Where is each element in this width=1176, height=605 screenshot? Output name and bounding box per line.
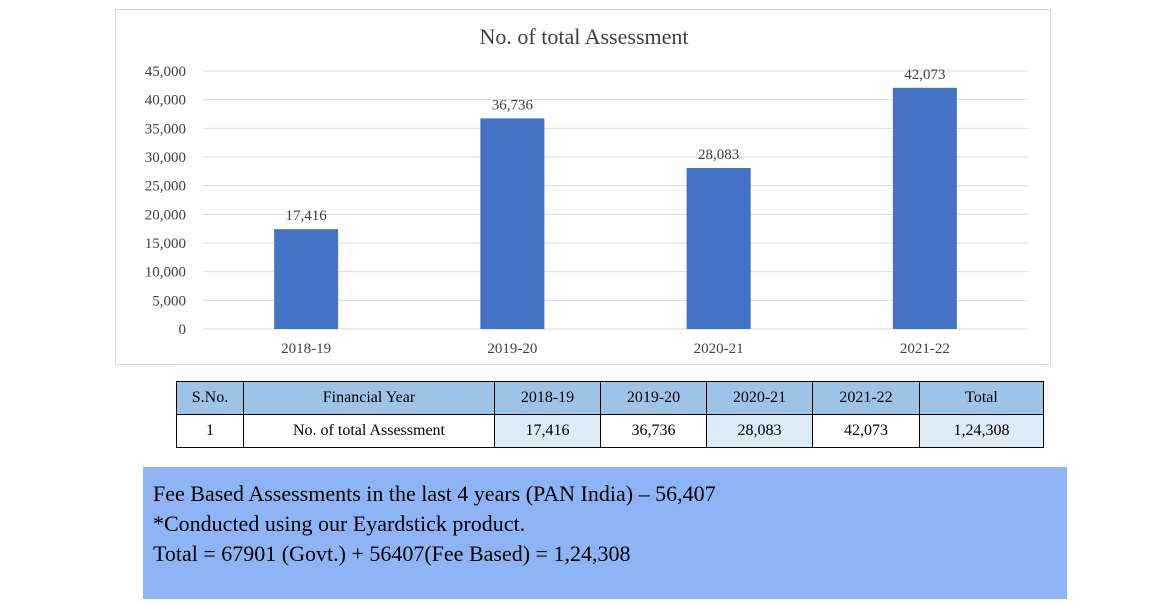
data-label: 36,736 bbox=[492, 97, 534, 113]
data-label: 17,416 bbox=[286, 208, 328, 224]
y-tick-label: 40,000 bbox=[145, 93, 186, 109]
table-cell: 28,083 bbox=[706, 414, 813, 448]
note-box: Fee Based Assessments in the last 4 year… bbox=[143, 467, 1067, 599]
bar-2018-19 bbox=[274, 229, 339, 329]
x-tick-label: 2021-22 bbox=[900, 341, 950, 357]
data-labels: 17,416 36,736 28,083 42,073 bbox=[286, 67, 946, 224]
table-header-cell: Financial Year bbox=[243, 381, 495, 415]
table-header-cell: Total bbox=[919, 381, 1044, 415]
y-tick-label: 35,000 bbox=[145, 121, 186, 137]
table-cell: 42,073 bbox=[812, 414, 920, 448]
table-header-cell: 2020-21 bbox=[706, 381, 813, 415]
y-tick-label: 5,000 bbox=[152, 293, 186, 309]
x-tick-label: 2019-20 bbox=[487, 341, 537, 357]
table-row: 1 No. of total Assessment 17,416 36,736 … bbox=[176, 414, 1044, 448]
y-tick-label: 20,000 bbox=[145, 207, 186, 223]
y-axis-ticks: 0 5,000 10,000 15,000 20,000 25,000 30,000 35,0… bbox=[145, 64, 186, 338]
x-axis-ticks: 2018-19 2019-20 2020-21 2021-22 bbox=[281, 341, 950, 357]
y-tick-label: 10,000 bbox=[145, 265, 186, 281]
x-tick-label: 2020-21 bbox=[694, 341, 744, 357]
note-line: *Conducted using our Eyardstick product. bbox=[153, 511, 526, 536]
table-header-cell: 2018-19 bbox=[494, 381, 601, 415]
y-tick-label: 45,000 bbox=[145, 64, 186, 80]
bar-2019-20 bbox=[480, 118, 545, 329]
table-cell: 36,736 bbox=[600, 414, 707, 448]
table-cell: 17,416 bbox=[494, 414, 601, 448]
chart-panel: No. of total Assessment 0 5,000 10,000 15,0… bbox=[115, 9, 1051, 365]
gridlines bbox=[203, 70, 1028, 330]
y-tick-label: 25,000 bbox=[145, 179, 186, 195]
x-tick-label: 2018-19 bbox=[281, 341, 331, 357]
table-cell: No. of total Assessment bbox=[243, 414, 495, 448]
table-header-cell: 2019-20 bbox=[600, 381, 707, 415]
y-tick-label: 30,000 bbox=[145, 150, 186, 166]
bar-2021-22 bbox=[892, 87, 957, 329]
note-line: Total = 67901 (Govt.) + 56407(Fee Based)… bbox=[153, 541, 631, 566]
bar-chart: No. of total Assessment 0 5,000 10,000 15,0… bbox=[145, 24, 1028, 357]
bar-2020-21 bbox=[686, 167, 751, 329]
assessment-table: S.No. Financial Year 2018-19 2019-20 202… bbox=[176, 381, 1044, 448]
bars bbox=[274, 87, 957, 329]
table-header-cell: 2021-22 bbox=[812, 381, 920, 415]
table-header-row: S.No. Financial Year 2018-19 2019-20 202… bbox=[176, 381, 1044, 415]
table-header-cell: S.No. bbox=[176, 381, 244, 415]
y-tick-label: 0 bbox=[179, 322, 187, 338]
y-tick-label: 15,000 bbox=[145, 236, 186, 252]
note-line: Fee Based Assessments in the last 4 year… bbox=[153, 481, 716, 506]
data-label: 28,083 bbox=[698, 147, 739, 163]
data-label: 42,073 bbox=[904, 67, 945, 83]
table-cell: 1 bbox=[176, 414, 244, 448]
chart-title: No. of total Assessment bbox=[480, 24, 689, 49]
table-cell: 1,24,308 bbox=[919, 414, 1044, 448]
